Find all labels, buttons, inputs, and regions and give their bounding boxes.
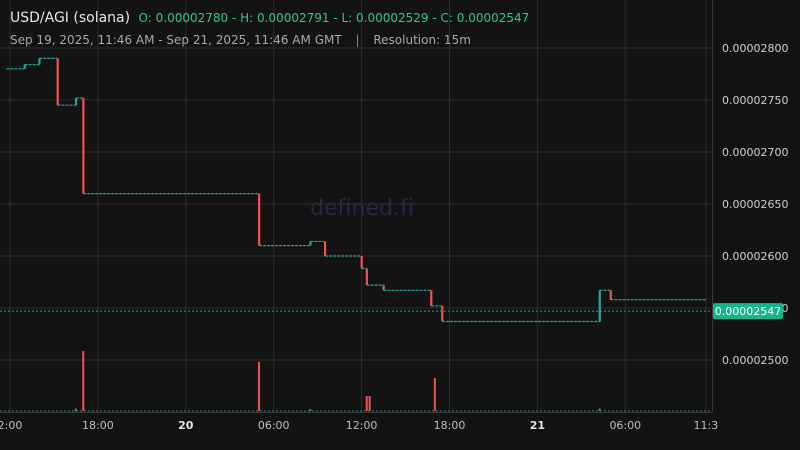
volume-bar — [598, 408, 601, 411]
candle-body — [430, 290, 433, 306]
volume-bar — [74, 408, 77, 411]
chart-subheader: Sep 19, 2025, 11:46 AM - Sep 21, 2025, 1… — [10, 33, 471, 47]
symbol-title: USD/AGI (solana) — [10, 10, 131, 26]
volume-bar — [433, 378, 436, 411]
volume-bar — [82, 351, 85, 411]
y-tick-label: 0.00002600 — [722, 250, 788, 263]
chart-header: USD/AGI (solana) O: 0.00002780 - H: 0.00… — [10, 10, 529, 26]
x-tick-label: 06:00 — [609, 419, 641, 432]
candle-body — [82, 97, 85, 194]
volume-bars — [0, 351, 712, 412]
candle-body — [441, 305, 444, 322]
date-range: Sep 19, 2025, 11:46 AM - Sep 21, 2025, 1… — [10, 33, 342, 47]
last-price-label: 0.00002547 — [715, 305, 781, 318]
volume-bar — [258, 361, 261, 411]
watermark: defined.fi — [310, 196, 414, 221]
candles — [6, 57, 706, 323]
grid — [0, 0, 713, 413]
candle-body — [365, 268, 368, 286]
candle-body — [56, 58, 59, 106]
x-axis[interactable]: 2:00 18:00 20 06:00 12:00 18:00 21 06:00 11:3 — [0, 419, 718, 432]
candle-body — [38, 58, 41, 65]
y-tick-label: 0.00002750 — [722, 94, 788, 107]
x-tick-label: 21 — [530, 419, 545, 432]
last-price-tag — [713, 303, 783, 320]
x-tick-label: 11:3 — [694, 419, 719, 432]
y-tick-label: 0.00002500 — [722, 354, 788, 367]
resolution-label: Resolution: 15m — [373, 33, 471, 47]
x-tick-label: 2:00 — [0, 419, 22, 432]
x-tick-label: 18:00 — [434, 419, 466, 432]
last-price-group: 0.00002547 — [0, 303, 783, 320]
y-tick-label: 0.00002650 — [722, 198, 788, 211]
y-tick-label: 0.00002800 — [722, 42, 788, 55]
candle-body — [323, 241, 327, 256]
candle-body — [74, 97, 78, 106]
y-tick-label: 0.00002700 — [722, 146, 788, 159]
x-tick-label: 20 — [178, 419, 194, 432]
candle-body — [309, 241, 312, 246]
candle-body — [609, 290, 612, 300]
candle-body — [598, 290, 601, 322]
candle-body — [23, 64, 26, 69]
candle-body — [360, 256, 363, 269]
x-tick-label: 18:00 — [82, 419, 114, 432]
separator: | — [355, 33, 360, 47]
volume-bar — [365, 396, 368, 411]
x-tick-label: 12:00 — [346, 419, 378, 432]
candle-body — [382, 285, 385, 291]
volume-bar — [309, 409, 312, 411]
ohlc-readout: O: 0.00002780 - H: 0.00002791 - L: 0.000… — [138, 11, 530, 25]
candle-body — [258, 193, 261, 246]
volume-bar — [368, 396, 371, 411]
x-tick-label: 06:00 — [258, 419, 290, 432]
